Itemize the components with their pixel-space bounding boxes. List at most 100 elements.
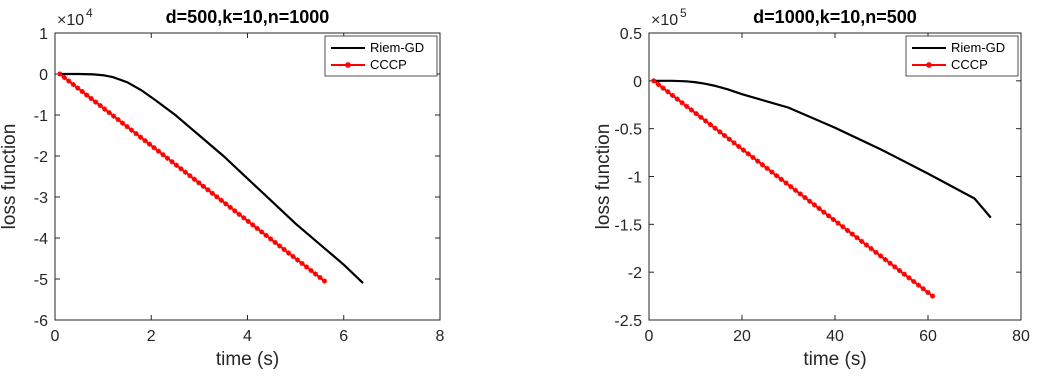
- cccp-point-marker: [830, 216, 836, 223]
- y-multiplier-exponent: 4: [86, 6, 93, 20]
- cccp-point-marker: [88, 95, 94, 102]
- cccp-point-marker: [840, 224, 846, 230]
- cccp-point-marker: [146, 141, 153, 147]
- cccp-point-marker: [826, 213, 832, 219]
- cccp-point-marker: [97, 102, 103, 109]
- x-tick-label: 40: [826, 328, 844, 345]
- legend-label-cccp: CCCP: [951, 57, 988, 72]
- cccp-point-marker: [911, 278, 917, 285]
- cccp-point-marker: [70, 81, 76, 88]
- legend-label-cccp: CCCP: [370, 57, 407, 72]
- cccp-point-marker: [896, 267, 903, 274]
- cccp-point-marker: [79, 88, 85, 95]
- cccp-point-marker: [915, 282, 922, 288]
- cccp-point-marker: [308, 267, 314, 274]
- cccp-point-marker: [698, 114, 704, 120]
- cccp-point-marker: [312, 271, 319, 277]
- cccp-point-marker: [792, 187, 799, 193]
- cccp-point-marker: [863, 242, 870, 248]
- cccp-point-marker: [693, 111, 699, 117]
- y-axis-label: loss function: [0, 124, 20, 230]
- cccp-point-marker: [788, 184, 794, 190]
- cccp-point-marker: [281, 246, 287, 253]
- cccp-point-marker: [764, 165, 770, 171]
- x-tick-label: 0: [645, 328, 654, 345]
- y-tick-label: -2: [34, 149, 48, 166]
- cccp-point-marker: [892, 264, 898, 270]
- y-tick-label: -0.5: [614, 122, 642, 139]
- x-tick-label: 20: [733, 328, 751, 345]
- cccp-point-marker: [268, 236, 274, 242]
- cccp-point-marker: [665, 89, 671, 95]
- cccp-point-marker: [277, 243, 283, 249]
- y-multiplier-base: ×10: [651, 12, 678, 29]
- x-axis-label: time (s): [803, 349, 866, 370]
- y-tick-label: 0.5: [620, 26, 642, 43]
- chart-title: d=1000,k=10,n=500: [753, 7, 917, 27]
- cccp-point-marker: [286, 250, 292, 256]
- cccp-point-marker: [802, 194, 808, 201]
- cccp-point-marker: [75, 85, 81, 91]
- cccp-point-marker: [61, 74, 67, 81]
- cccp-point-marker: [254, 225, 260, 232]
- cccp-point-marker: [778, 176, 784, 182]
- cccp-point-marker: [57, 71, 63, 77]
- x-tick-label: 60: [919, 328, 937, 345]
- y-tick-label: -1: [34, 108, 48, 125]
- cccp-point-marker: [930, 293, 936, 299]
- cccp-point-marker: [759, 162, 766, 168]
- cccp-point-marker: [200, 183, 206, 189]
- cccp-point-marker: [707, 122, 713, 128]
- cccp-point-marker: [196, 180, 202, 186]
- legend-marker-cccp: [345, 62, 351, 68]
- cccp-point-marker: [849, 231, 855, 237]
- cccp-point-marker: [679, 100, 685, 106]
- cccp-point-marker: [290, 253, 296, 260]
- y-axis-label: loss function: [593, 124, 614, 230]
- cccp-point-marker: [155, 148, 162, 154]
- cccp-point-marker: [674, 96, 680, 102]
- legend-label-riem-gd: Riem-GD: [951, 40, 1005, 55]
- y-tick-label: -3: [34, 190, 48, 207]
- cccp-point-marker: [769, 169, 775, 175]
- cccp-point-marker: [726, 136, 732, 142]
- cccp-point-marker: [263, 232, 269, 239]
- cccp-point-marker: [811, 202, 818, 208]
- cccp-point-marker: [750, 154, 756, 161]
- cccp-point-marker: [182, 169, 189, 175]
- cccp-point-marker: [169, 159, 175, 165]
- cccp-point-marker: [160, 152, 166, 158]
- legend-box: [905, 35, 1019, 77]
- cccp-point-marker: [688, 107, 695, 113]
- cccp-point-marker: [816, 205, 822, 212]
- cccp-point-marker: [205, 187, 211, 193]
- cccp-point-marker: [124, 124, 130, 130]
- cccp-point-marker: [684, 103, 690, 109]
- cccp-point-marker: [84, 92, 90, 98]
- legend-marker-cccp: [926, 62, 932, 68]
- cccp-point-marker: [844, 227, 851, 234]
- cccp-point-marker: [669, 92, 676, 99]
- cccp-point-marker: [232, 208, 238, 214]
- cccp-point-marker: [66, 78, 72, 84]
- plot-area-frame: [648, 32, 1022, 321]
- cccp-point-marker: [655, 81, 661, 88]
- y-tick-label: 0: [633, 74, 642, 91]
- y-tick-label: -4: [34, 231, 48, 248]
- cccp-point-marker: [797, 191, 803, 197]
- cccp-point-marker: [321, 278, 328, 284]
- cccp-point-marker: [102, 106, 108, 112]
- y-tick-label: -5: [34, 272, 48, 289]
- cccp-point-marker: [223, 201, 229, 207]
- cccp-point-marker: [191, 176, 197, 182]
- legend-label-riem-gd: Riem-GD: [370, 40, 424, 55]
- cccp-point-marker: [740, 147, 747, 153]
- cccp-point-marker: [651, 78, 657, 84]
- cccp-point-marker: [250, 222, 256, 228]
- cccp-point-marker: [294, 257, 301, 263]
- cccp-point-marker: [93, 99, 99, 105]
- chart-2: 0 20 40 60 80 0.5 0 -0.5 -1 -1.5 -2 -2.5 ×10 5 d=1000,…: [593, 6, 1030, 370]
- cccp-point-marker: [925, 289, 931, 296]
- cccp-point-marker: [712, 125, 718, 131]
